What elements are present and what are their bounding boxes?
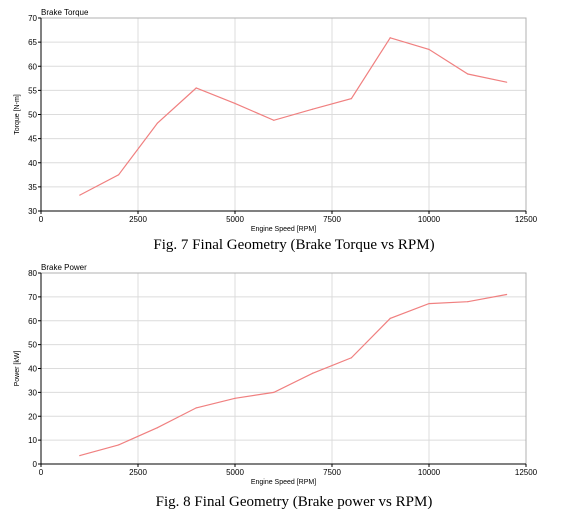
data-point — [350, 357, 352, 359]
data-point — [506, 81, 508, 83]
data-point — [118, 444, 120, 446]
power-figure: 0 2500 5000 7500 10000 12500 0 10 20 30 40 50 60 70 80… — [0, 262, 588, 515]
chart-title: Brake Torque — [41, 8, 89, 17]
data-point — [156, 427, 158, 429]
data-point — [467, 301, 469, 303]
x-tick-label: 12500 — [515, 468, 538, 477]
y-tick-label: 70 — [28, 14, 37, 23]
power-caption: Fig. 8 Final Geometry (Brake power vs RP… — [155, 494, 433, 510]
torque-chart: 0 2500 5000 7500 10000 12500 30 35 40 45 50 55 60 65 7… — [14, 8, 538, 233]
data-point — [156, 122, 158, 124]
y-tick-label: 50 — [28, 341, 37, 350]
x-axis-label: Engine Speed [RPM] — [251, 226, 316, 233]
x-tick-label: 0 — [39, 468, 44, 477]
series-line — [79, 37, 507, 196]
x-tick-label: 0 — [39, 215, 44, 224]
y-tick-label: 35 — [28, 183, 37, 192]
power-chart: 0 2500 5000 7500 10000 12500 0 10 20 30 40 50 60 70 80… — [14, 263, 538, 486]
data-point — [273, 391, 275, 393]
x-tick-label: 5000 — [226, 468, 244, 477]
y-tick-label: 0 — [33, 460, 38, 469]
data-point — [506, 293, 508, 296]
data-point — [234, 397, 236, 399]
y-tick-label: 30 — [28, 388, 37, 397]
x-tick-label: 2500 — [129, 468, 147, 477]
data-point — [79, 455, 81, 457]
y-tick-label: 70 — [28, 293, 37, 302]
y-tick-label: 55 — [28, 86, 37, 95]
data-point — [273, 119, 275, 121]
x-tick-label: 2500 — [129, 215, 147, 224]
data-point — [312, 108, 314, 110]
y-tick-label: 45 — [28, 135, 37, 144]
y-tick-label: 60 — [28, 317, 37, 326]
y-tick-label: 10 — [28, 436, 37, 445]
x-tick-label: 10000 — [418, 215, 441, 224]
x-axis-label: Engine Speed [RPM] — [251, 479, 316, 486]
data-point — [79, 194, 81, 196]
y-tick-label: 20 — [28, 412, 37, 421]
y-tick-label: 65 — [28, 38, 37, 47]
data-point — [118, 174, 120, 176]
data-point — [234, 102, 236, 105]
x-tick-label: 10000 — [418, 468, 441, 477]
data-point — [428, 48, 430, 50]
y-axis-label: Torque [N-m] — [14, 94, 21, 135]
y-tick-label: 40 — [28, 365, 37, 374]
data-point — [312, 372, 314, 374]
data-point — [428, 302, 430, 305]
data-point — [389, 317, 391, 319]
y-tick-label: 60 — [28, 62, 37, 71]
x-tick-label: 7500 — [323, 215, 341, 224]
y-tick-label: 40 — [28, 159, 37, 168]
x-tick-label: 5000 — [226, 215, 244, 224]
y-tick-label: 50 — [28, 111, 37, 120]
data-point — [195, 407, 197, 409]
chart-title: Brake Power — [41, 263, 87, 272]
y-tick-label: 80 — [28, 269, 37, 278]
data-point — [467, 73, 469, 75]
series-line — [79, 293, 507, 457]
y-tick-label: 30 — [28, 207, 37, 216]
torque-caption: Fig. 7 Final Geometry (Brake Torque vs R… — [153, 237, 435, 253]
data-point — [350, 97, 352, 100]
data-point — [195, 87, 197, 89]
y-axis-label: Power [kW] — [14, 351, 21, 387]
x-tick-label: 12500 — [515, 215, 538, 224]
x-tick-label: 7500 — [323, 468, 341, 477]
data-point — [389, 37, 391, 39]
torque-figure: 0 2500 5000 7500 10000 12500 30 35 40 45 50 55 60 65 7… — [14, 8, 538, 253]
